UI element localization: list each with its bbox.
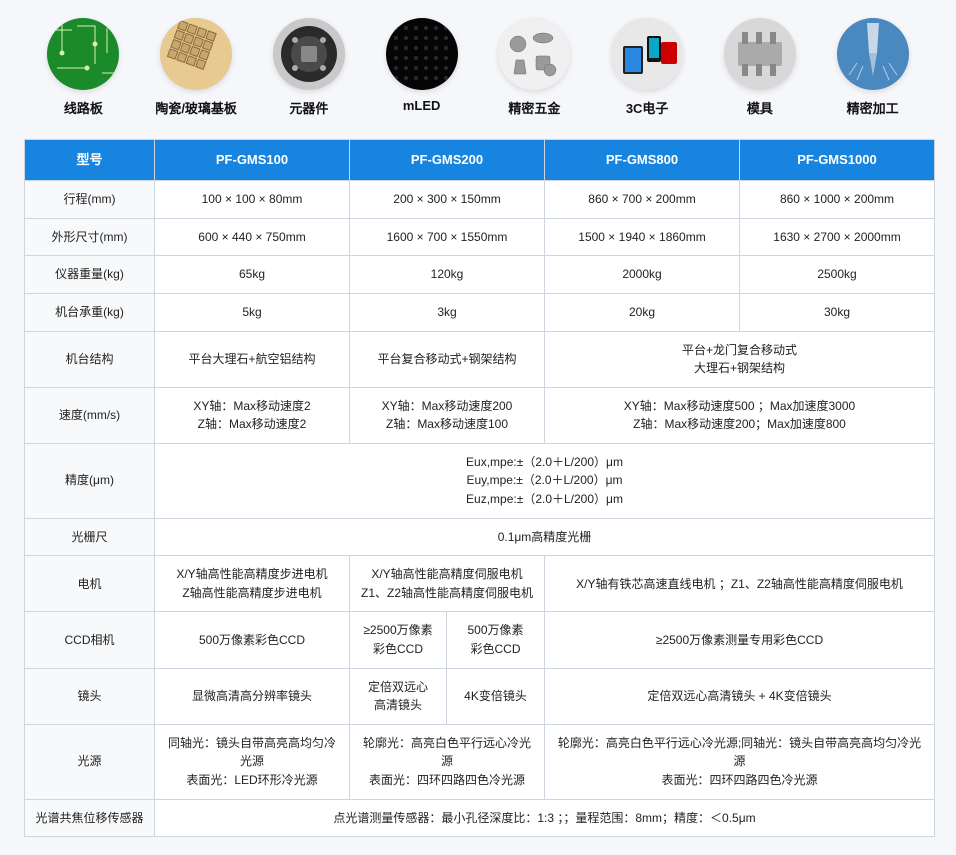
hardware-icon bbox=[498, 18, 570, 90]
cell-label: 行程(mm) bbox=[25, 181, 155, 219]
cell: 1600 × 700 × 1550mm bbox=[350, 218, 545, 256]
label-machining: 精密加工 bbox=[847, 98, 899, 117]
cell: 3kg bbox=[350, 293, 545, 331]
row-light: 光源 同轴光：镜头自带高亮高均匀冷光源表面光：LED环形冷光源 轮廓光：高亮白色… bbox=[25, 724, 935, 799]
cell-label: 电机 bbox=[25, 556, 155, 612]
cell: 轮廓光：高亮白色平行远心冷光源;同轴光：镜头自带高亮高均匀冷光源表面光：四环四路… bbox=[545, 724, 935, 799]
cell: XY轴：Max移动速度200Z轴：Max移动速度100 bbox=[350, 387, 545, 443]
cell: 120kg bbox=[350, 256, 545, 294]
cell: 20kg bbox=[545, 293, 740, 331]
cell: ≥2500万像素测量专用彩色CCD bbox=[545, 612, 935, 668]
cell: 2000kg bbox=[545, 256, 740, 294]
label-hardware: 精密五金 bbox=[508, 98, 560, 117]
cell: 定倍双远心高清镜头 bbox=[350, 668, 447, 724]
cell-label: 外形尺寸(mm) bbox=[25, 218, 155, 256]
row-accuracy: 精度(μm) Eux,mpe:±（2.0＋L/200）μmEuy,mpe:±（2… bbox=[25, 443, 935, 518]
cell: 轮廓光：高亮白色平行远心冷光源表面光：四环四路四色冷光源 bbox=[350, 724, 545, 799]
spec-table: 型号 PF-GMS100 PF-GMS200 PF-GMS800 PF-GMS1… bbox=[24, 139, 935, 837]
cell: Eux,mpe:±（2.0＋L/200）μmEuy,mpe:±（2.0＋L/20… bbox=[155, 443, 935, 518]
cell: 100 × 100 × 80mm bbox=[155, 181, 350, 219]
row-motor: 电机 X/Y轴高性能高精度步进电机Z轴高性能高精度步进电机 X/Y轴高性能高精度… bbox=[25, 556, 935, 612]
cell: 定倍双远心高清镜头 + 4K变倍镜头 bbox=[545, 668, 935, 724]
cell-label: 光谱共焦位移传感器 bbox=[25, 799, 155, 837]
mled-icon bbox=[386, 18, 458, 90]
cell: 860 × 700 × 200mm bbox=[545, 181, 740, 219]
th-gms200: PF-GMS200 bbox=[350, 140, 545, 181]
cell: 平台大理石+航空铝结构 bbox=[155, 331, 350, 387]
cell: 1630 × 2700 × 2000mm bbox=[740, 218, 935, 256]
th-gms100: PF-GMS100 bbox=[155, 140, 350, 181]
th-model: 型号 bbox=[25, 140, 155, 181]
cell: 点光谱测量传感器：最小孔径深度比：1:3 ；；量程范围：8mm；精度：＜0.5μ… bbox=[155, 799, 935, 837]
th-gms800: PF-GMS800 bbox=[545, 140, 740, 181]
cell-label: 精度(μm) bbox=[25, 443, 155, 518]
cell-label: 机台结构 bbox=[25, 331, 155, 387]
cell: 65kg bbox=[155, 256, 350, 294]
cell: 1500 × 1940 × 1860mm bbox=[545, 218, 740, 256]
component-icon bbox=[273, 18, 345, 90]
cell: 同轴光：镜头自带高亮高均匀冷光源表面光：LED环形冷光源 bbox=[155, 724, 350, 799]
cell-label: CCD相机 bbox=[25, 612, 155, 668]
machining-icon bbox=[837, 18, 909, 90]
label-mled: mLED bbox=[403, 98, 441, 113]
cell: X/Y轴有铁芯高速直线电机 ；Z1、Z2轴高性能高精度伺服电机 bbox=[545, 556, 935, 612]
category-machining: 精密加工 bbox=[821, 18, 924, 117]
cell-label: 仪器重量(kg) bbox=[25, 256, 155, 294]
cell: 600 × 440 × 750mm bbox=[155, 218, 350, 256]
cell: 0.1μm高精度光栅 bbox=[155, 518, 935, 556]
row-lens: 镜头 显微高清高分辨率镜头 定倍双远心高清镜头 4K变倍镜头 定倍双远心高清镜头… bbox=[25, 668, 935, 724]
row-load: 机台承重(kg) 5kg 3kg 20kg 30kg bbox=[25, 293, 935, 331]
row-weight: 仪器重量(kg) 65kg 120kg 2000kg 2500kg bbox=[25, 256, 935, 294]
cell: 2500kg bbox=[740, 256, 935, 294]
category-mled: mLED bbox=[370, 18, 473, 117]
row-ccd: CCD相机 500万像素彩色CCD ≥2500万像素彩色CCD 500万像素彩色… bbox=[25, 612, 935, 668]
category-pcb: 线路板 bbox=[32, 18, 135, 117]
cell: 4K变倍镜头 bbox=[447, 668, 545, 724]
cell-label: 速度(mm/s) bbox=[25, 387, 155, 443]
label-component: 元器件 bbox=[289, 98, 328, 117]
cell: X/Y轴高性能高精度伺服电机Z1、Z2轴高性能高精度伺服电机 bbox=[350, 556, 545, 612]
category-hardware: 精密五金 bbox=[483, 18, 586, 117]
label-ceramic: 陶瓷/玻璃基板 bbox=[155, 98, 237, 117]
th-gms1000: PF-GMS1000 bbox=[740, 140, 935, 181]
cell: 显微高清高分辨率镜头 bbox=[155, 668, 350, 724]
label-pcb: 线路板 bbox=[64, 98, 103, 117]
table-header-row: 型号 PF-GMS100 PF-GMS200 PF-GMS800 PF-GMS1… bbox=[25, 140, 935, 181]
ceramic-icon bbox=[160, 18, 232, 90]
3c-icon bbox=[611, 18, 683, 90]
label-mold: 模具 bbox=[747, 98, 773, 117]
category-mold: 模具 bbox=[709, 18, 812, 117]
cell: ≥2500万像素彩色CCD bbox=[350, 612, 447, 668]
pcb-icon bbox=[47, 18, 119, 90]
row-sensor: 光谱共焦位移传感器 点光谱测量传感器：最小孔径深度比：1:3 ；；量程范围：8m… bbox=[25, 799, 935, 837]
cell-label: 光源 bbox=[25, 724, 155, 799]
cell: 500万像素彩色CCD bbox=[447, 612, 545, 668]
row-dim: 外形尺寸(mm) 600 × 440 × 750mm 1600 × 700 × … bbox=[25, 218, 935, 256]
category-component: 元器件 bbox=[258, 18, 361, 117]
category-ceramic: 陶瓷/玻璃基板 bbox=[145, 18, 248, 117]
cell: 200 × 300 × 150mm bbox=[350, 181, 545, 219]
cell: X/Y轴高性能高精度步进电机Z轴高性能高精度步进电机 bbox=[155, 556, 350, 612]
cell: XY轴：Max移动速度500 ；Max加速度3000Z轴：Max移动速度200；… bbox=[545, 387, 935, 443]
cell: 500万像素彩色CCD bbox=[155, 612, 350, 668]
label-3c: 3C电子 bbox=[626, 98, 669, 117]
row-struct: 机台结构 平台大理石+航空铝结构 平台复合移动式+钢架结构 平台+龙门复合移动式… bbox=[25, 331, 935, 387]
mold-icon bbox=[724, 18, 796, 90]
cell: 5kg bbox=[155, 293, 350, 331]
cell-label: 机台承重(kg) bbox=[25, 293, 155, 331]
category-icon-row: 线路板 陶瓷/玻璃基板 元器件 mLED 精密五金 bbox=[24, 18, 932, 117]
cell: XY轴：Max移动速度2Z轴：Max移动速度2 bbox=[155, 387, 350, 443]
cell: 860 × 1000 × 200mm bbox=[740, 181, 935, 219]
row-travel: 行程(mm) 100 × 100 × 80mm 200 × 300 × 150m… bbox=[25, 181, 935, 219]
category-3c: 3C电子 bbox=[596, 18, 699, 117]
cell-label: 镜头 bbox=[25, 668, 155, 724]
cell: 平台+龙门复合移动式大理石+钢架结构 bbox=[545, 331, 935, 387]
row-speed: 速度(mm/s) XY轴：Max移动速度2Z轴：Max移动速度2 XY轴：Max… bbox=[25, 387, 935, 443]
row-scale: 光栅尺 0.1μm高精度光栅 bbox=[25, 518, 935, 556]
cell-label: 光栅尺 bbox=[25, 518, 155, 556]
cell: 30kg bbox=[740, 293, 935, 331]
cell: 平台复合移动式+钢架结构 bbox=[350, 331, 545, 387]
